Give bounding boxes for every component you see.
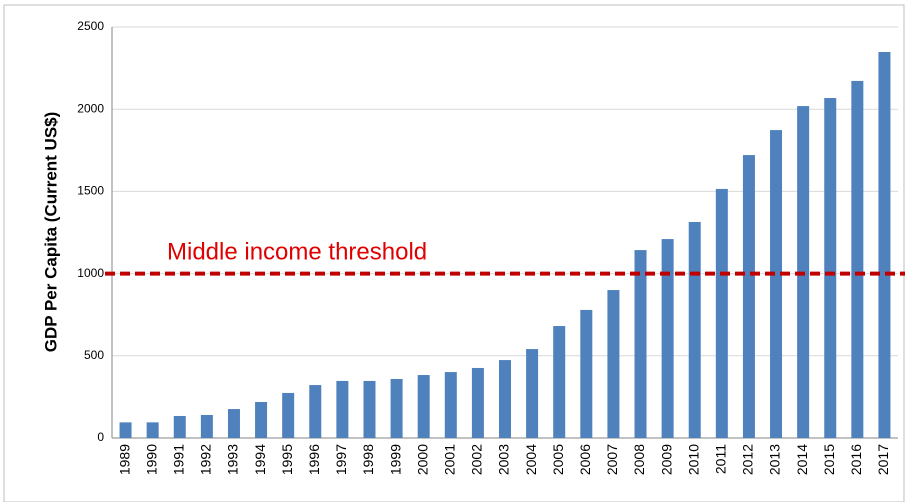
x-tick-label: 1992 xyxy=(198,444,214,475)
bar xyxy=(336,380,349,438)
x-tick-label: 2017 xyxy=(875,444,891,475)
bar xyxy=(282,392,295,438)
x-tick-label: 2010 xyxy=(685,444,701,475)
bar xyxy=(173,415,186,438)
bar xyxy=(119,422,132,438)
bar xyxy=(878,51,891,438)
x-tick-label: 1991 xyxy=(170,444,186,475)
x-tick-label: 2000 xyxy=(414,444,430,475)
x-tick-label: 2016 xyxy=(848,444,864,475)
bar xyxy=(661,239,674,438)
bar xyxy=(715,188,728,438)
bar xyxy=(444,372,457,438)
y-tick-label: 1000 xyxy=(77,266,104,280)
y-tick-label: 0 xyxy=(97,430,104,444)
x-tick-label: 2009 xyxy=(658,444,674,475)
x-tick-label: 1998 xyxy=(360,444,376,475)
bar xyxy=(770,130,783,438)
x-tick-label: 2014 xyxy=(794,444,810,475)
x-tick-label: 1994 xyxy=(252,444,268,475)
x-tick-label: 1990 xyxy=(143,444,159,475)
bar xyxy=(471,367,484,438)
bar xyxy=(526,349,539,438)
x-tick-label: 2006 xyxy=(577,444,593,475)
bar xyxy=(390,378,403,438)
x-tick-label: 2007 xyxy=(604,444,620,475)
y-tick-label: 2000 xyxy=(77,101,104,115)
threshold-label: Middle income threshold xyxy=(167,239,427,266)
x-tick-label: 2001 xyxy=(441,444,457,475)
x-tick-label: 2015 xyxy=(821,444,837,475)
x-tick-label: 1999 xyxy=(387,444,403,475)
bar xyxy=(553,326,566,438)
x-tick-label: 1995 xyxy=(279,444,295,475)
bar xyxy=(499,360,511,438)
bar xyxy=(363,380,376,438)
x-tick-label: 2012 xyxy=(740,444,756,475)
x-tick-label: 2008 xyxy=(631,444,647,475)
x-tick-label: 2013 xyxy=(767,444,783,475)
chart-frame xyxy=(3,4,905,502)
x-tick-label: 2003 xyxy=(496,444,512,475)
bar xyxy=(309,385,322,438)
bar xyxy=(824,98,837,438)
bar xyxy=(688,221,701,438)
x-tick-label: 1989 xyxy=(116,444,132,475)
x-tick-label: 2011 xyxy=(713,444,729,474)
bar xyxy=(227,409,240,438)
bar xyxy=(634,250,647,438)
x-tick-label: 2002 xyxy=(469,444,485,475)
x-tick-label: 1997 xyxy=(333,444,349,475)
bar xyxy=(580,309,593,438)
x-tick-label: 1993 xyxy=(225,444,241,475)
bar xyxy=(200,414,213,438)
y-axis-label: GDP Per Capita (Current US$) xyxy=(41,112,60,353)
bar xyxy=(146,422,159,438)
y-tick-label: 500 xyxy=(84,348,104,362)
bar xyxy=(742,155,755,438)
bar xyxy=(851,80,864,438)
x-tick-label: 1996 xyxy=(306,444,322,475)
bar xyxy=(255,401,268,438)
x-tick-label: 2005 xyxy=(550,444,566,475)
y-tick-label: 1500 xyxy=(77,184,104,198)
bar xyxy=(417,375,430,438)
y-tick-label: 2500 xyxy=(77,19,104,33)
bar xyxy=(607,290,620,438)
x-tick-label: 2004 xyxy=(523,444,539,475)
